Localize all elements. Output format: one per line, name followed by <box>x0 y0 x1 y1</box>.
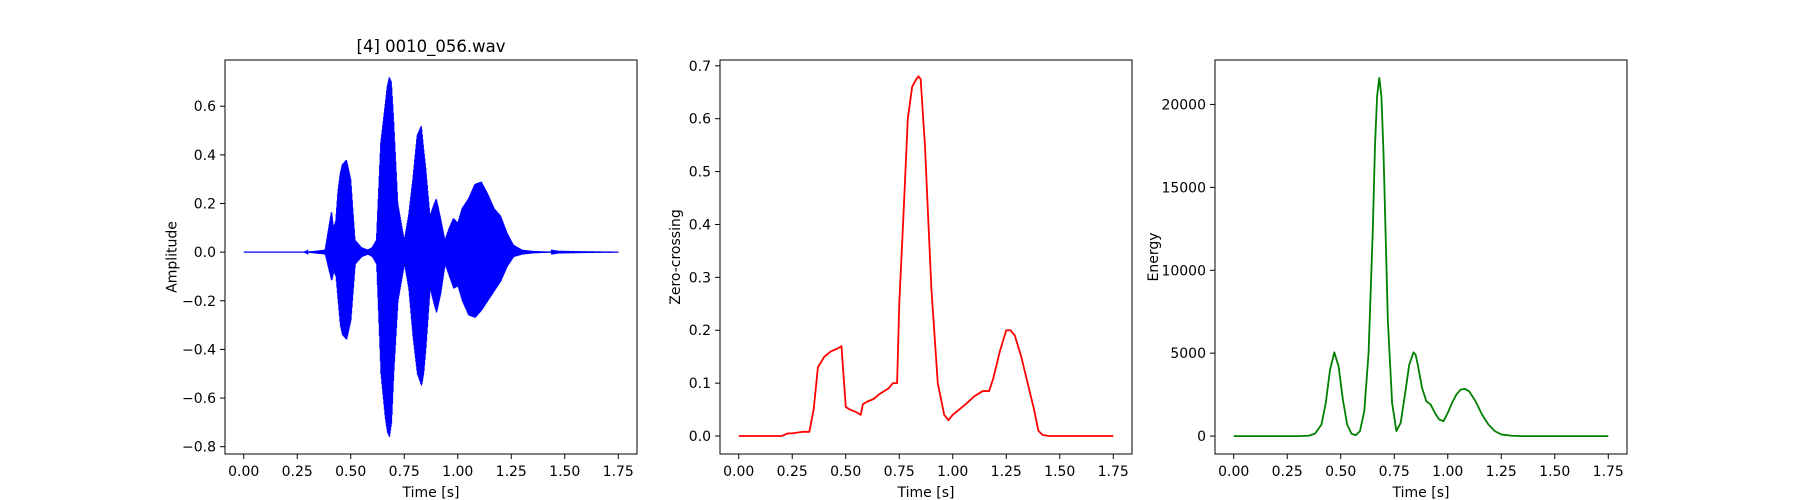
y-tick-label: 0.0 <box>194 245 216 261</box>
x-tick-label: 0.50 <box>830 464 861 480</box>
series-line <box>1233 77 1609 437</box>
y-tick-label: 0.1 <box>689 376 711 392</box>
y-tick-label: 0.4 <box>689 217 711 233</box>
y-tick-label: −0.8 <box>182 440 216 456</box>
x-tick-label: 1.50 <box>1044 464 1075 480</box>
series-line <box>738 75 1114 437</box>
x-tick-label: 1.00 <box>1432 464 1463 480</box>
y-tick-label: 0.7 <box>689 59 711 75</box>
y-tick-label: 0.6 <box>689 112 711 128</box>
x-tick-label: 0.75 <box>389 464 420 480</box>
y-axis-label: Amplitude <box>165 221 181 293</box>
waveform-series-line <box>243 77 619 437</box>
y-axis-label: Energy <box>1146 232 1162 281</box>
x-tick-label: 0.75 <box>1379 464 1410 480</box>
x-tick-label: 0.00 <box>228 464 259 480</box>
x-tick-label: 1.25 <box>991 464 1022 480</box>
x-axis-label: Time [s] <box>897 485 955 500</box>
x-tick-label: 1.50 <box>1539 464 1570 480</box>
x-tick-label: 1.50 <box>549 464 580 480</box>
y-tick-label: 0.6 <box>194 99 216 115</box>
axes-frame <box>224 59 638 455</box>
axes-frame <box>719 59 1133 455</box>
x-tick-label: 1.75 <box>603 464 634 480</box>
x-axis-label: Time [s] <box>402 485 460 500</box>
y-tick-label: −0.2 <box>182 294 216 310</box>
y-tick-label: 0.2 <box>194 196 216 212</box>
axes-frame <box>1214 59 1628 455</box>
y-tick-label: 0.5 <box>689 165 711 181</box>
x-tick-label: 0.25 <box>777 464 808 480</box>
x-tick-label: 0.00 <box>723 464 754 480</box>
amplitude-chart: 0.00 0.25 0.50 0.75 1.00 1.25 1.50 1.75 −0.8 −0.6… <box>165 37 638 500</box>
y-tick-label: −0.6 <box>182 391 216 407</box>
y-tick-label: 5000 <box>1170 346 1206 362</box>
zero-crossing-chart: 0.00 0.25 0.50 0.75 1.00 1.25 1.50 1.75 0.0 0.1 0.… <box>668 59 1133 500</box>
chart-title: [4] 0010_056.wav <box>357 37 506 57</box>
y-tick-label: 0.3 <box>689 270 711 286</box>
y-tick-label: 10000 <box>1161 263 1206 279</box>
y-tick-label: 15000 <box>1161 180 1206 196</box>
x-tick-label: 1.75 <box>1593 464 1624 480</box>
y-tick-label: −0.4 <box>182 342 216 358</box>
y-tick-label: 0.0 <box>689 429 711 445</box>
y-tick-label: 20000 <box>1161 97 1206 113</box>
x-tick-label: 0.25 <box>1272 464 1303 480</box>
y-axis-label: Zero-crossing <box>668 209 684 304</box>
y-tick-label: 0.2 <box>689 323 711 339</box>
x-tick-label: 0.50 <box>1325 464 1356 480</box>
x-tick-label: 1.25 <box>1486 464 1517 480</box>
x-axis-label: Time [s] <box>1392 485 1450 500</box>
x-tick-label: 0.75 <box>884 464 915 480</box>
x-tick-label: 1.25 <box>496 464 527 480</box>
y-tick-label: 0.4 <box>194 148 216 164</box>
x-tick-label: 0.25 <box>282 464 313 480</box>
x-tick-label: 0.00 <box>1218 464 1249 480</box>
y-tick-label: 0 <box>1197 429 1206 445</box>
energy-chart: 0.00 0.25 0.50 0.75 1.00 1.25 1.50 1.75 0 5000 100… <box>1146 59 1628 500</box>
x-tick-label: 1.75 <box>1098 464 1129 480</box>
x-tick-label: 1.00 <box>442 464 473 480</box>
x-tick-label: 0.50 <box>335 464 366 480</box>
x-tick-label: 1.00 <box>937 464 968 480</box>
